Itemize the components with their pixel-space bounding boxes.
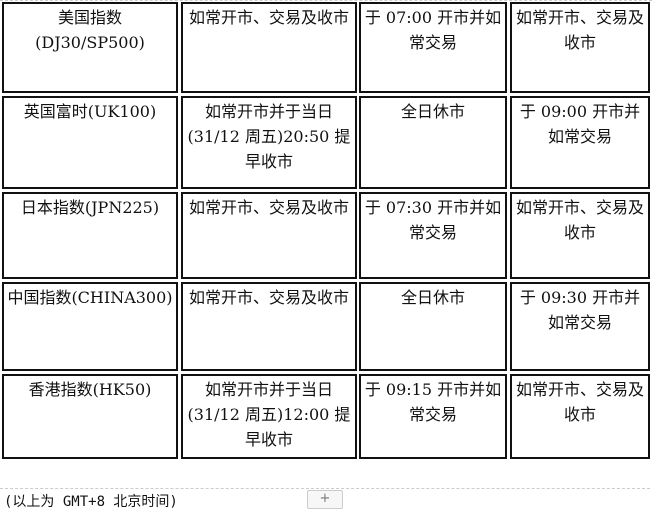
divider	[0, 0, 652, 1]
divider	[0, 488, 650, 489]
timezone-note: (以上为 GMT+8 北京时间)	[4, 494, 178, 510]
index-name-cell: 中国指数(CHINA300)	[2, 282, 178, 371]
index-name-cell: 英国富时(UK100)	[2, 96, 178, 189]
schedule-cell: 全日休市	[359, 282, 507, 371]
schedule-cell: 全日休市	[359, 96, 507, 189]
schedule-cell: 于 09:00 开市并如常交易	[510, 96, 650, 189]
index-name-cell: 美国指数(DJ30/SP500)	[2, 2, 178, 93]
schedule-cell: 于 09:30 开市并如常交易	[510, 282, 650, 371]
expand-button[interactable]: +	[307, 490, 343, 509]
schedule-cell: 于 07:30 开市并如常交易	[359, 192, 507, 279]
schedule-cell: 于 09:15 开市并如常交易	[359, 374, 507, 459]
schedule-cell: 如常开市并于当日(31/12 周五)12:00 提早收市	[181, 374, 357, 459]
index-name-cell: 日本指数(JPN225)	[2, 192, 178, 279]
schedule-cell: 如常开市、交易及收市	[510, 192, 650, 279]
schedule-cell: 如常开市、交易及收市	[510, 2, 650, 93]
schedule-cell: 如常开市、交易及收市	[510, 374, 650, 459]
schedule-cell: 如常开市、交易及收市	[181, 192, 357, 279]
schedule-cell: 如常开市并于当日(31/12 周五)20:50 提早收市	[181, 96, 357, 189]
schedule-cell: 如常开市、交易及收市	[181, 282, 357, 371]
schedule-cell: 如常开市、交易及收市	[181, 2, 357, 93]
index-name-cell: 香港指数(HK50)	[2, 374, 178, 459]
schedule-cell: 于 07:00 开市并如常交易	[359, 2, 507, 93]
